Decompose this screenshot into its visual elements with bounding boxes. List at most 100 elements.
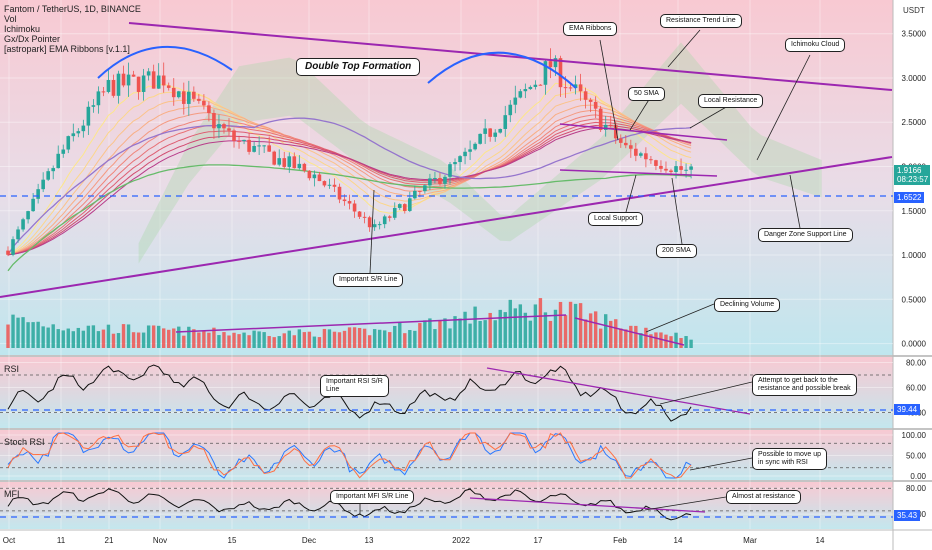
candle-body [418, 190, 422, 192]
candle-body [146, 71, 151, 76]
volume-bar [398, 322, 402, 348]
volume-bar [624, 329, 628, 348]
candle-body [272, 151, 277, 165]
volume-bar [684, 336, 688, 348]
candle-body [21, 219, 25, 230]
volume-bar [458, 318, 462, 348]
price-y-tick: 1.5000 [902, 207, 927, 216]
volume-bar [46, 327, 50, 348]
volume-bar [156, 325, 161, 348]
ema-ribbon-line [7, 109, 692, 256]
candle-body [423, 185, 427, 192]
volume-bar [207, 332, 211, 348]
ichimoku-cloud-note[interactable]: Ichimoku Cloud [785, 38, 846, 52]
candle-body [181, 91, 186, 104]
volume-bar [71, 331, 75, 348]
volume-bar [538, 298, 543, 348]
price-y-tick: 2.5000 [902, 118, 927, 127]
volume-bar [634, 325, 638, 348]
support-price-tag: 1.6522 [894, 192, 925, 203]
mfi-pane-bg [0, 482, 893, 529]
resistance-trend-note[interactable]: Resistance Trend Line [660, 14, 742, 28]
local-support-note[interactable]: Local Support [588, 212, 644, 226]
volume-bar [6, 324, 10, 348]
volume-bar [116, 333, 121, 348]
volume-bar [659, 332, 663, 348]
double-top-note[interactable]: Double Top Formation [296, 58, 421, 76]
volume-bar [679, 338, 683, 348]
volume-bar [287, 330, 291, 348]
candle-body [513, 97, 518, 105]
volume-bar [383, 330, 387, 348]
rsi-attempt-note[interactable]: Attempt to get back to the resistance an… [752, 374, 857, 396]
candle-body [247, 139, 251, 152]
price-y-tick: 0.5000 [902, 295, 927, 304]
volume-bar [609, 320, 613, 348]
indicator-gxdx[interactable]: Gx/Dx Pointer [4, 34, 61, 44]
x-tick-label: Nov [153, 536, 167, 545]
candle-body [302, 163, 307, 171]
candle-body [623, 142, 628, 146]
mfi-sr-note[interactable]: Important MFI S/R Line [330, 490, 415, 504]
header-block: Fantom / TetherUS, 1D, BINANCE Vol Ichim… [4, 4, 141, 54]
volume-bar [282, 333, 286, 348]
declining-volume-note[interactable]: Declining Volume [714, 298, 781, 312]
candle-body [207, 105, 211, 114]
danger-zone-note[interactable]: Danger Zone Support Line [758, 228, 853, 242]
candle-body [593, 101, 598, 109]
volume-bar [443, 318, 447, 348]
callout-connector [671, 177, 683, 245]
mfi-resistance-note[interactable]: Almost at resistance [726, 490, 802, 504]
volume-bar [242, 332, 246, 348]
candle-body [603, 124, 608, 130]
candle-body [197, 98, 201, 101]
rsi-sr-line1: Important RSI S/R [326, 378, 383, 385]
important-sr-note[interactable]: Important S/R Line [333, 273, 404, 287]
ema-ribbon-line [7, 104, 692, 256]
candle-body [654, 160, 658, 166]
ema-ribbon-line [7, 98, 692, 256]
volume-bar [578, 303, 583, 348]
volume-bar [247, 335, 251, 348]
candle-body [543, 61, 548, 85]
candle-body [639, 153, 643, 156]
double-top-arc-2 [427, 51, 577, 89]
candle-body [36, 189, 40, 199]
stoch-move-note[interactable]: Possible to move up in sync with RSI [752, 448, 828, 470]
stoch-y-tick: 50.00 [906, 452, 927, 461]
rsi-sr-line2: Line [326, 386, 340, 393]
candle-body [553, 58, 558, 68]
volume-bar [553, 309, 558, 348]
rsi-line [7, 364, 692, 422]
candle-body [428, 178, 432, 186]
candle-body [66, 136, 71, 150]
volume-bar [232, 332, 236, 348]
candle-body [669, 170, 673, 173]
candle-body [649, 159, 653, 161]
candle-body [71, 133, 76, 137]
candle-body [192, 91, 196, 99]
candle-body [634, 148, 638, 156]
mfi-label: MFI [4, 489, 20, 499]
local-resistance-note[interactable]: Local Resistance [698, 94, 764, 108]
sma50-note[interactable]: 50 SMA [628, 87, 665, 101]
ema-ribbons-note[interactable]: EMA Ribbons [563, 22, 618, 36]
candle-body [56, 153, 61, 169]
volume-bar [16, 317, 20, 348]
current-price-tag: 1.9166 08:23:57 [894, 165, 930, 185]
volume-bar [674, 332, 678, 348]
candle-body [227, 128, 231, 131]
volume-bar [317, 337, 322, 348]
volume-bar [41, 326, 45, 348]
volume-bar [483, 320, 487, 348]
price-axis-bg[interactable] [893, 0, 932, 530]
indicator-vol[interactable]: Vol [4, 14, 17, 24]
indicator-ema-ribbons[interactable]: [astropark] EMA Ribbons [v.1.1] [4, 44, 130, 54]
rsi-pane-bg [0, 357, 893, 428]
sma200-note[interactable]: 200 SMA [656, 244, 697, 258]
volume-bar [212, 327, 216, 348]
candle-body [11, 239, 15, 255]
rsi-sr-note[interactable]: Important RSI S/R Line [320, 375, 389, 397]
indicator-ichimoku[interactable]: Ichimoku [4, 24, 41, 34]
volume-bar [428, 318, 432, 348]
